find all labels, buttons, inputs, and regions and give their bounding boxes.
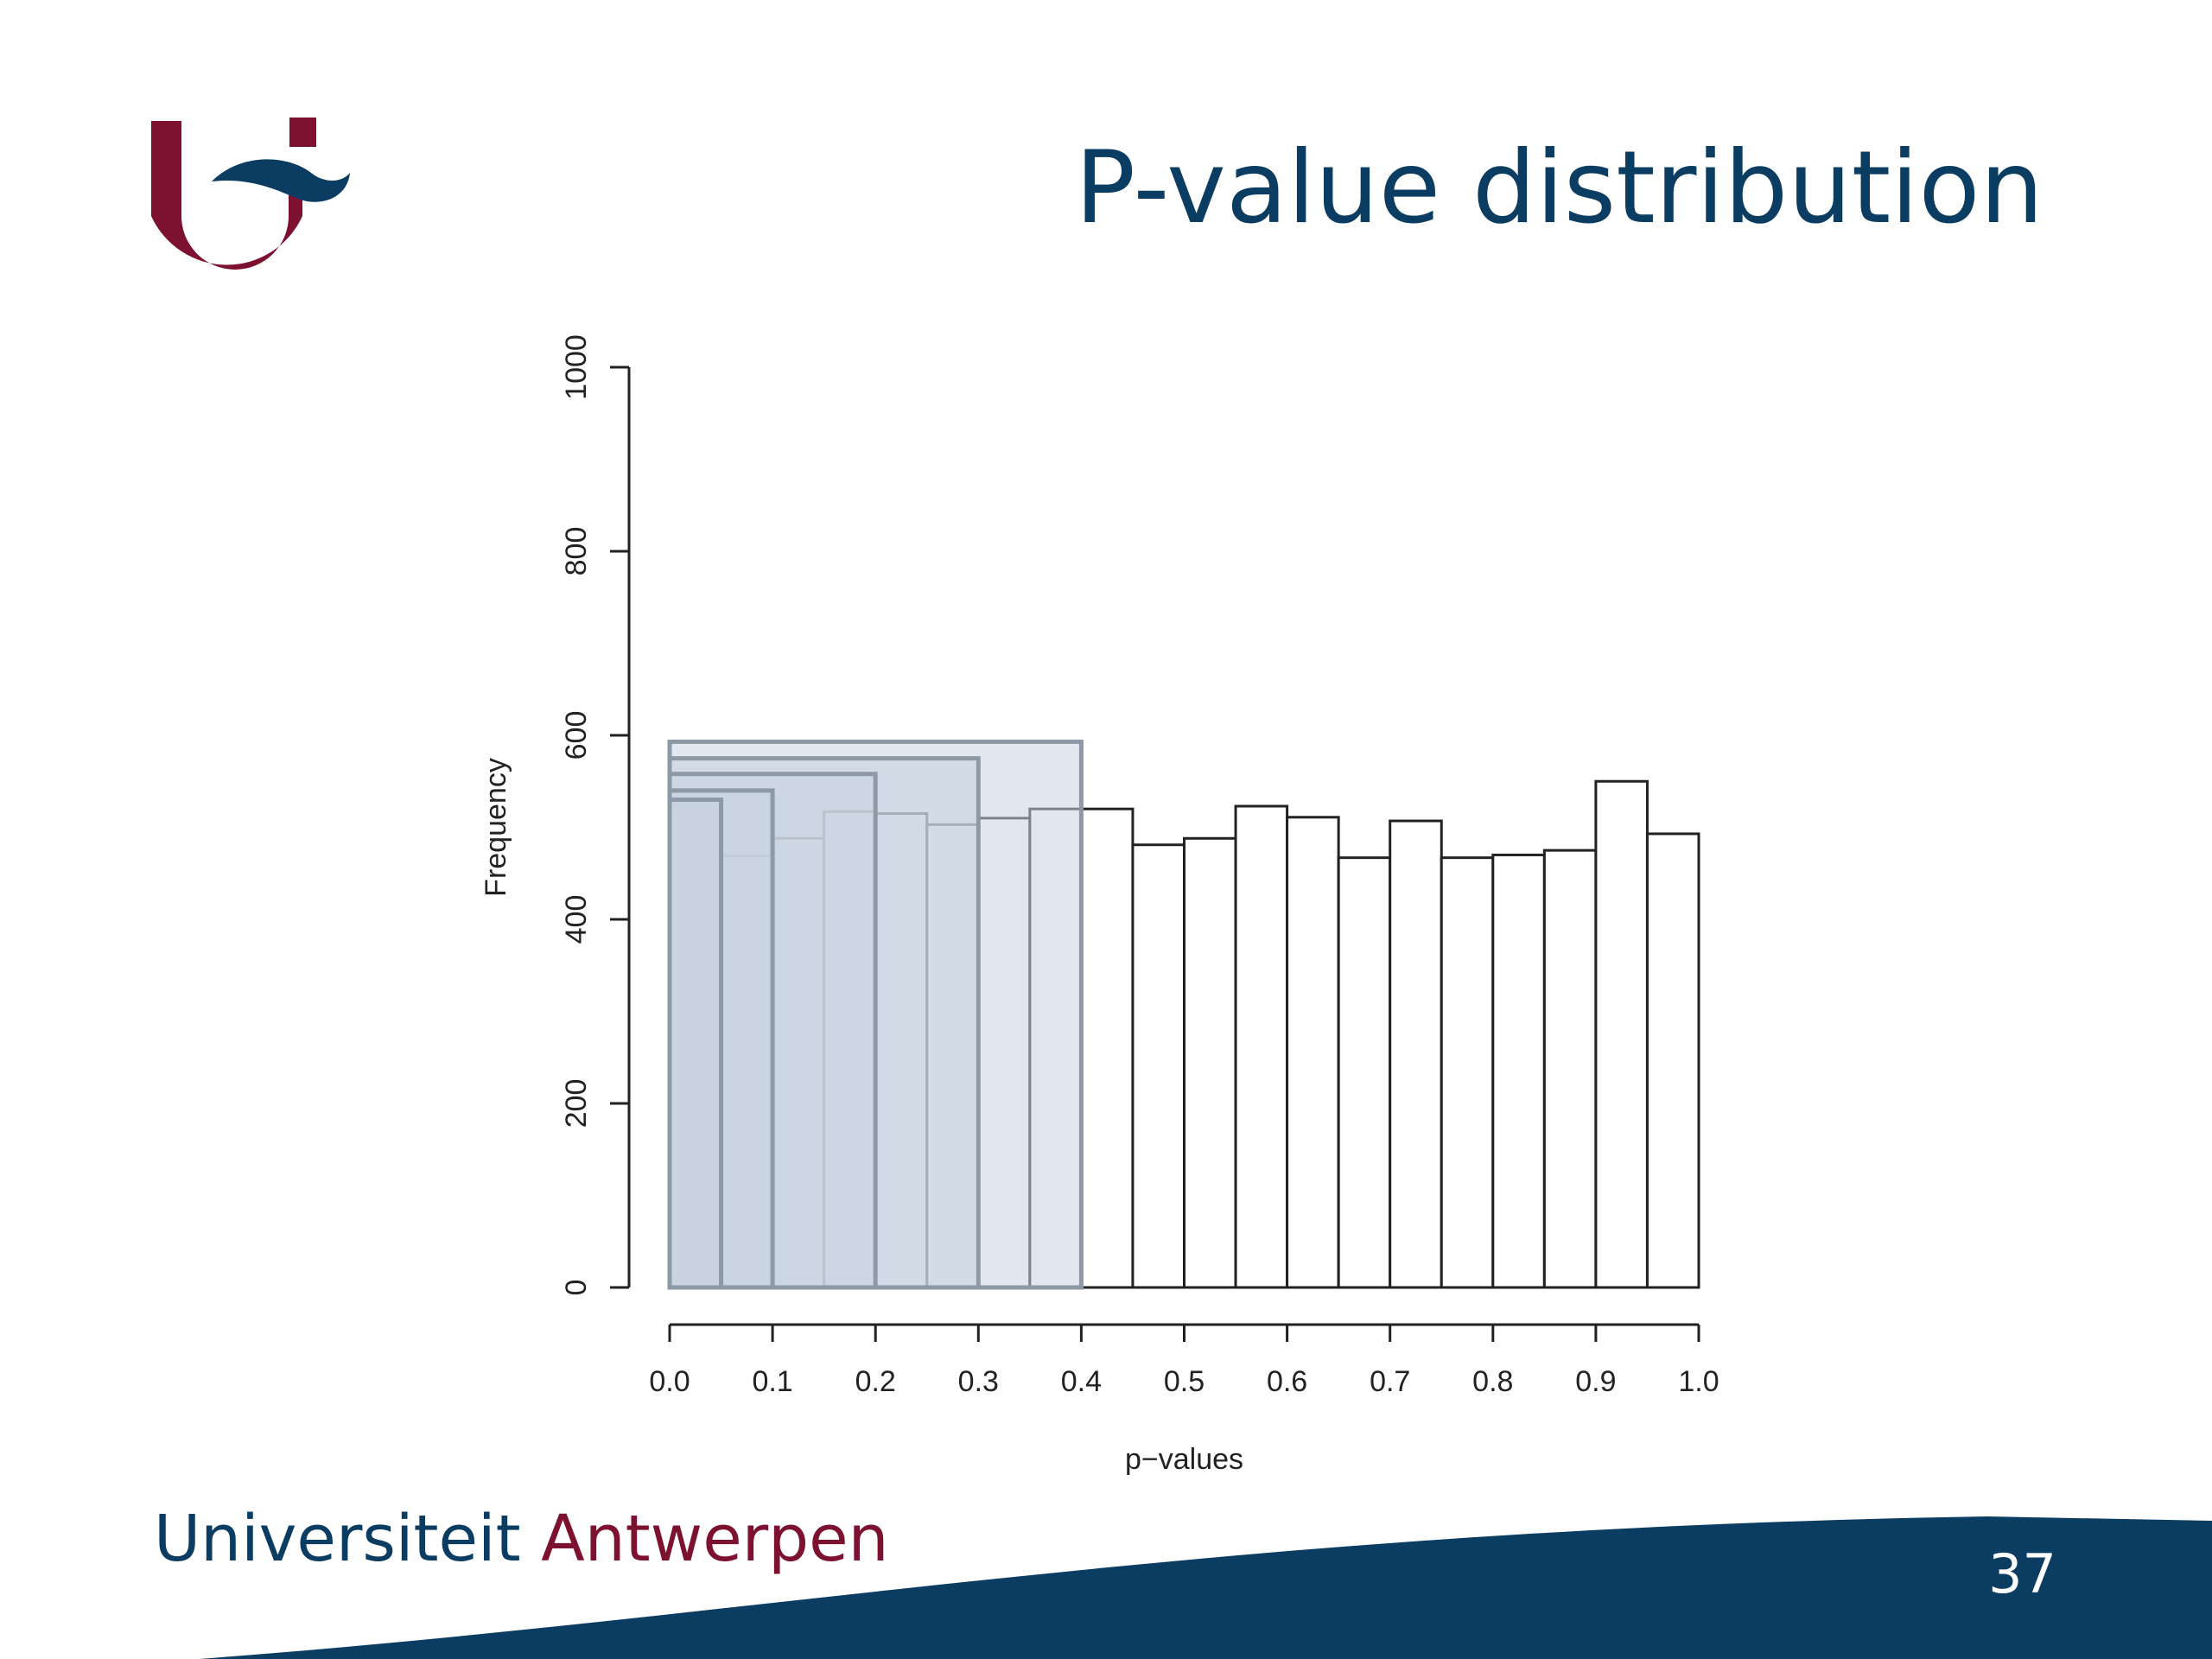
y-tick-label: 200 xyxy=(560,1079,593,1128)
page-number: 37 xyxy=(1988,1542,2056,1605)
city-word: Antwerpen xyxy=(541,1502,889,1576)
y-tick-label: 0 xyxy=(560,1280,593,1296)
x-tick-label: 0.9 xyxy=(1575,1365,1616,1398)
x-tick-label: 0.8 xyxy=(1472,1365,1513,1398)
y-tick-label: 400 xyxy=(560,895,593,944)
histogram-bar xyxy=(1645,832,1700,1289)
histogram-bar xyxy=(1389,819,1443,1289)
x-tick-label: 0.6 xyxy=(1267,1365,1307,1398)
slide-title: P-value distribution xyxy=(1075,130,2044,246)
overlay-bar xyxy=(667,798,724,1290)
x-tick-label: 0.0 xyxy=(649,1365,690,1398)
histogram-bar xyxy=(1183,836,1237,1289)
y-axis-label: Frequency xyxy=(480,758,512,897)
histogram-bar xyxy=(1131,843,1185,1289)
histogram-bar xyxy=(1286,816,1340,1289)
university-logo xyxy=(151,118,350,270)
x-tick-label: 0.2 xyxy=(855,1365,896,1398)
x-tick-label: 0.1 xyxy=(752,1365,792,1398)
histogram-bar xyxy=(1542,849,1598,1289)
histogram-bar xyxy=(1234,804,1289,1289)
x-tick-label: 0.3 xyxy=(958,1365,999,1398)
x-tick-label: 0.5 xyxy=(1164,1365,1205,1398)
y-tick-label: 600 xyxy=(560,711,593,760)
histogram-bar xyxy=(1337,856,1392,1289)
x-tick-label: 0.7 xyxy=(1370,1365,1410,1398)
university-name: Universiteit Antwerpen xyxy=(154,1502,889,1576)
y-tick-label: 800 xyxy=(560,527,593,576)
x-axis-label: p−values xyxy=(1125,1443,1243,1476)
histogram-bar xyxy=(1079,807,1135,1289)
histogram-bar xyxy=(1491,853,1546,1289)
x-tick-label: 1.0 xyxy=(1678,1365,1719,1398)
histogram-bar xyxy=(1440,856,1495,1289)
y-tick-label: 1000 xyxy=(560,334,593,400)
footer-wave xyxy=(199,1516,2212,1659)
university-word: Universiteit xyxy=(154,1502,521,1576)
histogram-bar xyxy=(1594,779,1649,1289)
x-tick-label: 0.4 xyxy=(1061,1365,1102,1398)
